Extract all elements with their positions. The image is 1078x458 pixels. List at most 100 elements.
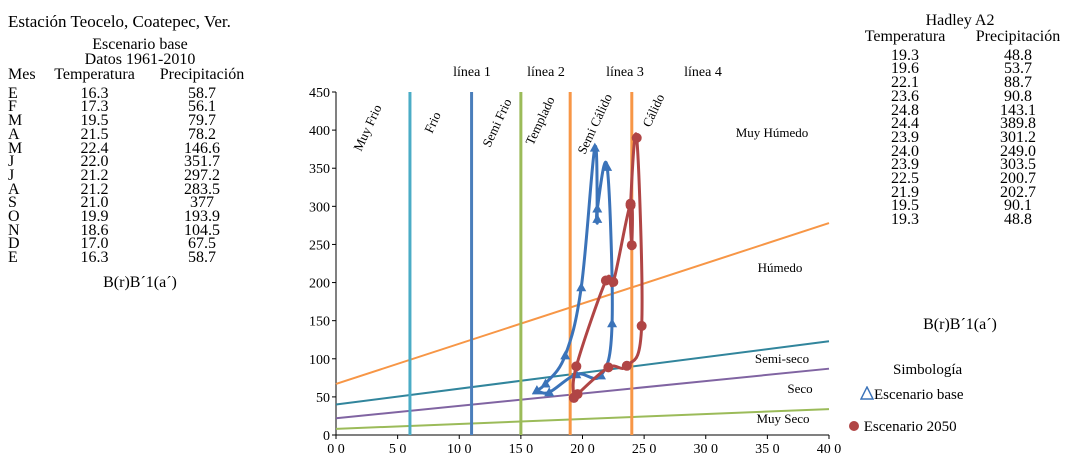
table-cell: 21.0 [80,194,109,212]
table-row: 19.6 53.7 [848,60,1074,78]
x-tick-label: 20 0 [570,442,595,457]
table-cell: 200.7 [1000,170,1036,188]
table-cell: 24.4 [891,115,919,133]
line-label: línea 1 [453,65,491,80]
y-tick-label: 50 [316,391,330,406]
table-cell: M [8,139,23,157]
base-table-header: Mes Temperatura Precipitación [8,66,258,87]
table-cell: N [8,221,20,239]
zone-label: Cálido [639,92,667,130]
scenario-label: Escenario base [92,36,188,53]
humidity-label: Muy Seco [756,411,809,426]
table-cell: 19.3 [891,211,919,229]
hadley-header-temperature: Temperatura [864,28,946,45]
table-cell: 90.8 [1004,87,1032,105]
data-point [568,392,579,403]
table-cell: 88.7 [1004,74,1032,92]
legend-future-label: Escenario 2050 [863,419,957,435]
line-label: línea 2 [527,65,565,80]
data-point [600,275,611,286]
table-row: S 21.0 377 [8,194,258,212]
triangle-icon [859,385,875,400]
table-row: F 17.3 56.1 [8,98,258,116]
data-point [625,198,636,209]
x-tick-label: 0 0 [327,442,345,457]
table-cell: 297.2 [184,166,220,184]
table-row: A 21.5 78.2 [8,125,258,143]
table-cell: 351.7 [184,153,220,171]
humidity-label: Seco [787,381,812,396]
humidity-line [335,222,830,385]
data-point [540,378,551,388]
data-point [603,362,614,373]
table-row: M 22.4 146.6 [8,139,258,157]
data-point [631,132,642,143]
y-tick-label: 350 [309,162,330,177]
table-row: E 16.3 58.7 [8,250,258,266]
table-cell: 58.7 [188,84,216,102]
data-point [607,318,618,328]
table-cell: 23.9 [891,156,919,174]
table-cell: 21.2 [80,166,109,184]
table-cell: 19.5 [80,112,109,130]
table-row: 24.0 249.0 [848,142,1074,160]
table-row: 24.8 143.1 [848,101,1074,119]
table-cell: 48.8 [1004,211,1032,229]
table-cell: A [8,125,20,143]
table-cell: 249.0 [1000,142,1036,160]
humidity-line [335,408,830,430]
humidity-label: Muy Húmedo [736,125,809,140]
table-cell: J [8,153,15,171]
data-point [589,142,600,152]
legend-future: Escenario 2050 [848,419,957,436]
x-tick-label: 25 0 [632,442,657,457]
table-row: 24.4 389.8 [848,115,1074,133]
x-tick-label: 15 0 [509,442,534,457]
x-tick-label: 35 0 [755,442,780,457]
data-point [621,360,632,371]
table-cell: 303.5 [1000,156,1036,174]
table-cell: 53.7 [1004,60,1032,78]
table-cell: 21.9 [891,183,919,201]
data-point [595,370,606,380]
data-point [636,320,647,331]
table-cell: 24.8 [891,101,919,119]
table-cell: S [8,194,17,212]
table-cell: 23.9 [891,128,919,146]
header-temperature: Temperatura [54,66,135,83]
zone-label: Frio [421,109,444,135]
table-cell: 19.5 [891,197,919,215]
table-row: J 21.2 297.2 [8,166,258,184]
table-cell: 19.3 [891,46,919,64]
y-tick-label: 300 [309,200,330,215]
table-cell: 17.3 [80,98,109,116]
table-row: 22.5 200.7 [848,170,1074,188]
table-cell: 22.5 [891,170,919,188]
station-title: Estación Teocelo, Coatepec, Ver. [8,12,231,31]
table-cell: 301.2 [1000,128,1036,146]
table-row: M 19.5 79.7 [8,112,258,130]
table-row: 19.3 48.8 [848,46,1074,64]
table-cell: 16.3 [80,84,109,102]
legend-title: Simbología [893,362,963,378]
table-row: J 22.0 351.7 [8,153,258,171]
table-cell: E [8,84,18,102]
y-tick-label: 150 [309,315,330,330]
header-month: Mes [8,66,36,83]
table-cell: 146.6 [184,139,220,157]
x-tick-label: 5 0 [389,442,407,457]
y-tick-label: 400 [309,124,330,139]
table-cell: 22.4 [80,139,109,157]
header-precipitation: Precipitación [159,66,245,83]
table-cell: 104.5 [184,221,220,239]
hadley-header-precipitation: Precipitación [975,28,1061,45]
table-row: E 16.3 58.7 [8,84,258,102]
y-tick-label: 250 [309,238,330,253]
y-tick-label: 100 [309,353,330,368]
table-cell: 48.8 [1004,46,1032,64]
table-cell: A [8,180,20,198]
legend-base-label: Escenario base [874,387,964,403]
table-cell: 19.6 [891,60,919,78]
table-row: 19.3 48.8 [848,211,1074,229]
